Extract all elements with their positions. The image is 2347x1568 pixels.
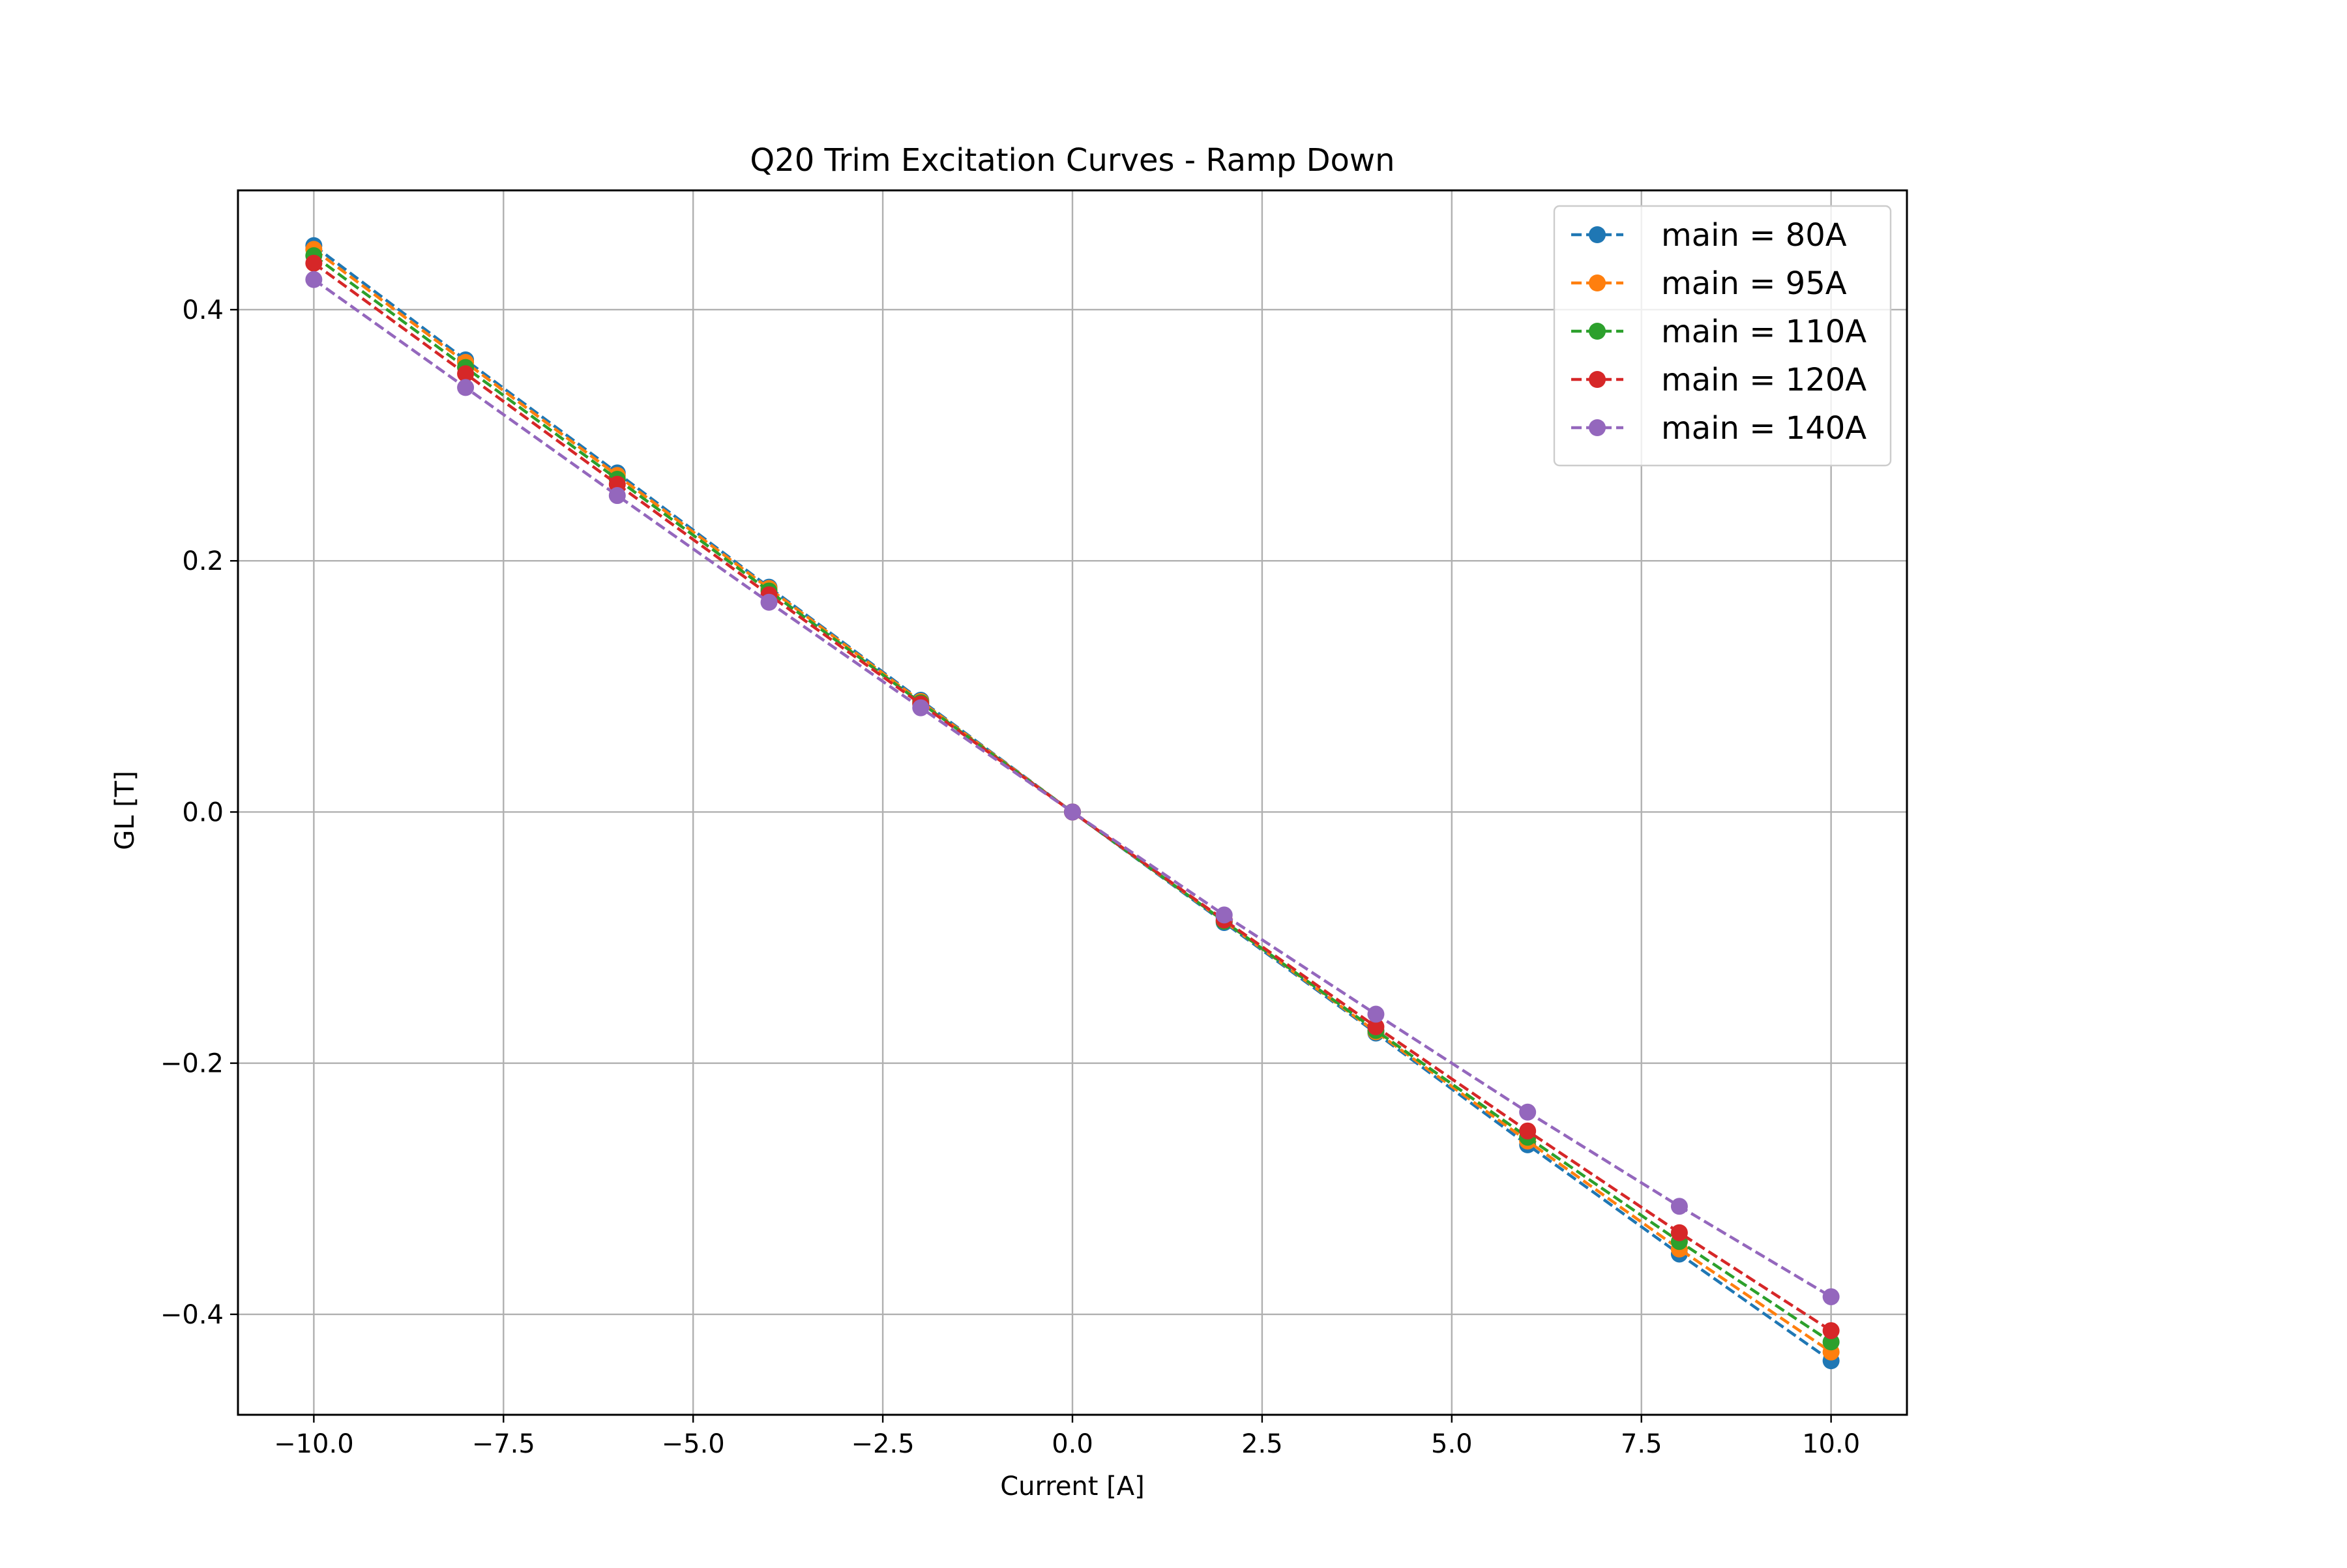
chart-title: Q20 Trim Excitation Curves - Ramp Down xyxy=(750,142,1395,179)
series-line xyxy=(313,254,1832,1344)
data-point xyxy=(608,487,626,505)
axis-ticks: −10.0 −7.5 −5.0 −2.5 0.0 2.5 5.0 7.5 10.0 0.4 0.2 0… xyxy=(160,295,1860,1459)
y-tick-label: −0.4 xyxy=(160,1300,224,1330)
data-point xyxy=(457,365,475,383)
x-tick-label: 7.5 xyxy=(1621,1429,1662,1459)
x-tick-label: −2.5 xyxy=(851,1429,915,1459)
y-tick-label: 0.0 xyxy=(182,797,224,827)
grid xyxy=(238,190,1907,1415)
legend-item: main = 120A xyxy=(1571,362,1867,398)
legend-label: main = 110A xyxy=(1661,314,1867,350)
legend-label: main = 80A xyxy=(1661,217,1847,254)
legend-item: main = 80A xyxy=(1571,217,1847,254)
y-tick-label: 0.2 xyxy=(182,546,224,576)
y-tick-label: 0.4 xyxy=(182,295,224,325)
data-point xyxy=(1519,1122,1537,1140)
legend-item: main = 95A xyxy=(1571,265,1847,302)
series-line xyxy=(313,248,1832,1354)
legend-marker xyxy=(1589,226,1606,243)
legend-marker xyxy=(1589,274,1606,291)
data-point xyxy=(1367,1005,1385,1023)
x-tick-label: 10.0 xyxy=(1802,1429,1860,1459)
x-tick-label: −10.0 xyxy=(274,1429,354,1459)
data-point xyxy=(1670,1198,1688,1215)
data-point xyxy=(1822,1288,1840,1305)
x-tick-label: −5.0 xyxy=(662,1429,725,1459)
legend-marker xyxy=(1589,323,1606,340)
series-layer xyxy=(305,237,1840,1370)
data-point xyxy=(912,699,930,717)
x-tick-label: −7.5 xyxy=(472,1429,535,1459)
legend-marker xyxy=(1589,419,1606,436)
legend-label: main = 140A xyxy=(1661,410,1867,447)
series-line xyxy=(313,278,1832,1298)
data-point xyxy=(305,254,323,272)
x-tick-label: 5.0 xyxy=(1431,1429,1473,1459)
data-point xyxy=(1367,1018,1385,1035)
legend-item: main = 110A xyxy=(1571,314,1867,350)
series-main-140a xyxy=(305,271,1840,1305)
data-point xyxy=(1519,1103,1537,1121)
legend-label: main = 120A xyxy=(1661,362,1867,398)
legend-label: main = 95A xyxy=(1661,265,1847,302)
legend-marker xyxy=(1589,371,1606,388)
x-axis-label: Current [A] xyxy=(1000,1472,1145,1501)
x-tick-label: 0.0 xyxy=(1052,1429,1093,1459)
x-tick-label: 2.5 xyxy=(1241,1429,1283,1459)
legend-item: main = 140A xyxy=(1571,410,1867,447)
data-point xyxy=(457,379,475,396)
data-point xyxy=(1822,1322,1840,1339)
y-tick-label: −0.2 xyxy=(160,1049,224,1079)
y-axis-label: GL [T] xyxy=(110,771,140,850)
legend-box xyxy=(1553,205,1892,467)
data-point xyxy=(1215,906,1233,924)
data-point xyxy=(305,271,323,288)
data-point xyxy=(1064,803,1081,821)
data-point xyxy=(760,593,778,611)
legend: main = 80A main = 95A main = 110A main = 12… xyxy=(1553,205,1892,467)
data-point xyxy=(1670,1224,1688,1241)
